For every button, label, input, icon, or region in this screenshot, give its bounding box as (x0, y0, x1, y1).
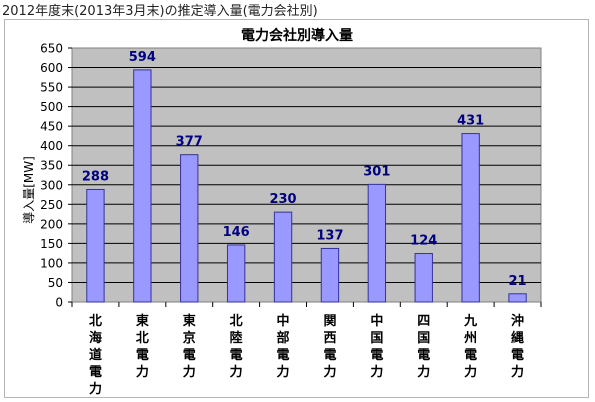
data-labels: 288 594 377 146 230 137 301 124 431 21 (82, 50, 527, 289)
bars (86, 69, 527, 303)
bar (414, 253, 433, 303)
y-tick-label: 150 (40, 237, 63, 251)
bar (367, 183, 387, 303)
x-tick-label: 四国電力 (417, 314, 430, 380)
data-label: 377 (176, 135, 203, 150)
bar (226, 244, 246, 303)
data-label: 137 (316, 228, 343, 243)
x-tick-label: 中国電力 (370, 313, 383, 380)
x-tick-label: 九州電力 (463, 314, 477, 380)
x-tick-label: 沖縄電力 (511, 313, 524, 380)
x-axis-ticks: 北海道電力 東北電力 東京電力 北陸電力 中部電力 関西電力 中国電力 四国電力 九州電力 沖縄電… (71, 302, 542, 397)
bar (86, 188, 105, 303)
y-tick-label: 600 (40, 61, 63, 75)
data-label: 431 (457, 114, 484, 129)
data-label: 21 (509, 274, 527, 289)
bar (320, 247, 340, 303)
data-label: 301 (363, 164, 390, 179)
x-tick-label: 関西電力 (323, 314, 336, 380)
y-axis-ticks: 0 50 100 150 200 250 300 350 400 450 500 550 600 650 (40, 42, 72, 310)
y-tick-label: 550 (40, 81, 63, 95)
data-label: 288 (82, 169, 109, 184)
x-tick-label: 東京電力 (183, 313, 196, 380)
chart-title: 電力会社別導入量 (241, 27, 353, 44)
y-tick-label: 450 (40, 120, 63, 134)
bar (180, 154, 199, 303)
bar (273, 211, 293, 303)
bar (508, 293, 527, 303)
bar (133, 69, 152, 303)
y-tick-label: 300 (40, 178, 63, 192)
y-tick-label: 200 (40, 217, 63, 231)
data-label: 124 (410, 234, 437, 249)
y-axis-label: 導入量[MW] (22, 156, 36, 224)
y-tick-label: 100 (40, 256, 63, 270)
data-label: 146 (223, 225, 250, 240)
bar (461, 133, 480, 303)
x-tick-label: 中部電力 (277, 313, 290, 380)
y-tick-label: 650 (40, 42, 63, 56)
y-tick-label: 250 (40, 198, 63, 212)
x-tick-label: 東北電力 (136, 313, 149, 380)
data-label: 594 (129, 50, 156, 65)
y-tick-label: 50 (48, 276, 63, 290)
y-tick-label: 350 (40, 159, 63, 173)
figure-caption: 2012年度末(2013年3月末)の推定導入量(電力会社別) (2, 4, 318, 19)
x-tick-label: 北陸電力 (230, 314, 243, 380)
y-tick-label: 500 (40, 100, 63, 114)
y-tick-label: 400 (40, 139, 63, 153)
data-label: 230 (269, 192, 296, 207)
x-tick-label: 北海道電力 (89, 314, 102, 397)
y-tick-label: 0 (55, 296, 63, 310)
